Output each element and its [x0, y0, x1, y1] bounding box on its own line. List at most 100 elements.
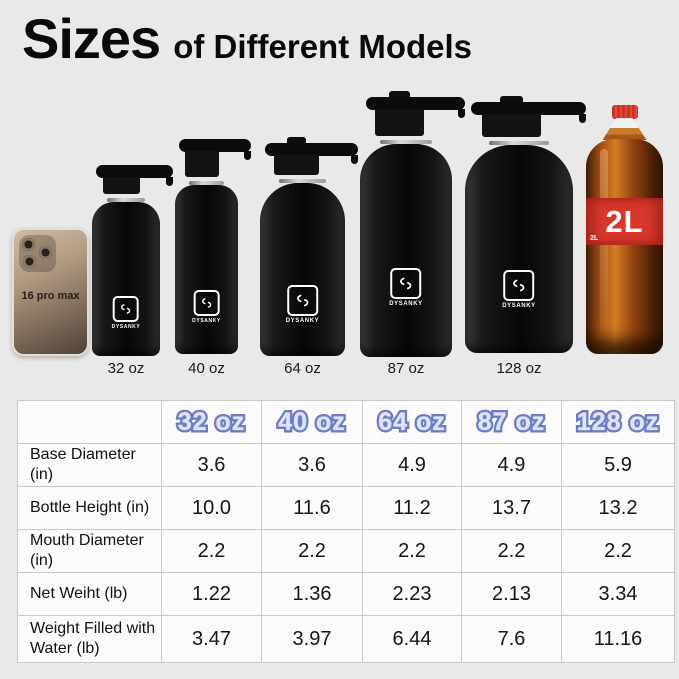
table-cell: 11.16 [561, 615, 675, 663]
bottle-32oz: DYSANKY [92, 165, 173, 356]
bottle-cap [465, 96, 586, 141]
column-header-64oz: 64 oz [362, 400, 462, 444]
cola-volume-label: 2L [605, 203, 644, 239]
dysanky-logo-icon [113, 296, 139, 322]
column-header-128oz: 128 oz [561, 400, 675, 444]
dysanky-logo: DYSANKY [286, 285, 320, 324]
dysanky-logo-icon [503, 270, 535, 301]
phone-model-label: 16 pro max [21, 290, 80, 302]
column-header-32oz: 32 oz [161, 400, 262, 444]
camera-lens-icon [39, 246, 52, 259]
table-cell: 2.2 [461, 529, 562, 573]
table-cell: 2.2 [561, 529, 675, 573]
table-cell: 2.2 [261, 529, 363, 573]
dysanky-logo: DYSANKY [112, 296, 141, 330]
table-cell: 11.2 [362, 486, 462, 530]
table-cell: 2.2 [362, 529, 462, 573]
table-cell: 4.9 [362, 443, 462, 487]
table-cell: 2.23 [362, 572, 462, 616]
table-cell: 5.9 [561, 443, 675, 487]
table-cell: 3.6 [161, 443, 262, 487]
cola-cap [611, 105, 638, 119]
bottle-size-caption: 87 oz [387, 360, 425, 377]
bottle-40oz: DYSANKY [175, 139, 251, 354]
page-title-sub: of Different Models [173, 28, 473, 65]
corner-cell [17, 400, 162, 444]
bottle-body: DYSANKY [360, 144, 452, 357]
page-title: Sizes of Different Models [22, 6, 472, 71]
cap-spout [102, 177, 140, 194]
bottle-cap [260, 137, 358, 179]
bottle-size-caption: 32 oz [107, 360, 145, 377]
bottle-body: DYSANKY [92, 202, 160, 356]
brand-name: DYSANKY [389, 301, 423, 307]
table-cell: 13.7 [461, 486, 562, 530]
bottle-87oz: DYSANKY [360, 91, 465, 357]
bottle-size-caption: 128 oz [496, 360, 542, 377]
table-cell: 10.0 [161, 486, 262, 530]
page-title-main: Sizes [22, 7, 161, 70]
cap-lid [365, 97, 465, 110]
bottle-64oz: DYSANKY [260, 137, 358, 356]
table-cell: 6.44 [362, 615, 462, 663]
table-cell: 2.2 [161, 529, 262, 573]
cap-handle-hook [458, 109, 465, 118]
cap-spout [273, 155, 320, 175]
table-row: Bottle Height (in) 10.0 11.6 11.2 13.7 1… [17, 486, 675, 530]
cap-lid [471, 102, 586, 115]
table-cell: 11.6 [261, 486, 363, 530]
phone-camera-module [19, 235, 56, 272]
dysanky-logo-icon [193, 290, 220, 316]
bottle-mouth-ring [188, 181, 225, 185]
cap-spout [185, 151, 220, 177]
camera-lens-icon [22, 238, 35, 251]
row-label: Base Diameter (in) [17, 443, 162, 487]
dysanky-logo-icon [286, 285, 318, 316]
column-header-87oz: 87 oz [461, 400, 562, 444]
cap-knob [389, 91, 410, 99]
bottle-body: DYSANKY [175, 185, 238, 354]
bottle-size-caption: 40 oz [188, 360, 225, 377]
brand-name: DYSANKY [192, 318, 221, 324]
iphone-16-pro-max: 16 pro max [12, 228, 89, 356]
table-cell: 3.47 [161, 615, 262, 663]
row-label: Mouth Diameter (in) [17, 529, 162, 573]
table-cell: 13.2 [561, 486, 675, 530]
table-cell: 7.6 [461, 615, 562, 663]
bottle-cap [92, 165, 173, 198]
cola-2l-bottle: 2L 2L [586, 105, 663, 355]
cap-handle-hook [166, 177, 173, 186]
bottle-cap [175, 139, 251, 181]
brand-name: DYSANKY [111, 324, 141, 330]
cola-label: 2L 2L [586, 198, 663, 245]
column-header-40oz: 40 oz [261, 400, 363, 444]
cap-spout [374, 109, 425, 136]
camera-lens-icon [23, 255, 36, 268]
bottle-mouth-ring [106, 198, 146, 202]
cap-knob [287, 137, 306, 145]
bottle-body: DYSANKY [260, 183, 345, 356]
table-row: Net Weiht (lb) 1.22 1.36 2.23 2.13 3.34 [17, 572, 675, 616]
dysanky-logo: DYSANKY [192, 290, 221, 324]
table-row: Base Diameter (in) 3.6 3.6 4.9 4.9 5.9 [17, 443, 675, 487]
cap-lid [265, 143, 358, 156]
bottle-128oz: DYSANKY [465, 96, 586, 353]
row-label: Net Weiht (lb) [17, 572, 162, 616]
dysanky-logo: DYSANKY [389, 268, 423, 307]
table-cell: 3.6 [261, 443, 363, 487]
bottle-body: DYSANKY [465, 145, 573, 353]
cap-handle-hook [351, 155, 358, 164]
bottle-mouth-ring [488, 141, 550, 145]
cap-lid [178, 139, 251, 152]
row-label: Weight Filled with Water (lb) [17, 615, 162, 663]
table-cell: 2.13 [461, 572, 562, 616]
cola-volume-label-small: 2L [590, 235, 599, 242]
cola-neck [602, 118, 647, 140]
row-label: Bottle Height (in) [17, 486, 162, 530]
cap-lid [96, 165, 173, 178]
cola-body: 2L 2L [586, 139, 663, 354]
dysanky-logo-icon [390, 268, 422, 299]
table-header-row: 32 oz 40 oz 64 oz 87 oz 128 oz [17, 400, 675, 444]
table-cell: 1.22 [161, 572, 262, 616]
